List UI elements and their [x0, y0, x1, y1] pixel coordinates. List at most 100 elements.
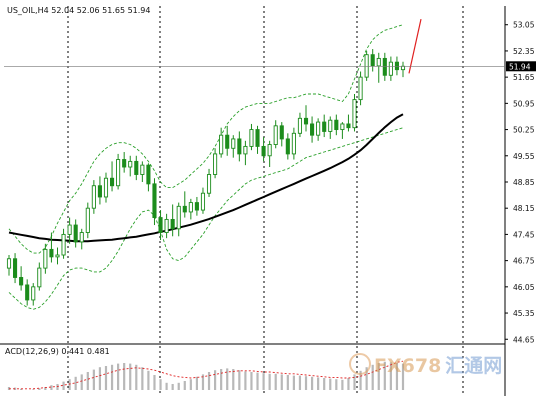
- candle-body: [316, 121, 321, 136]
- candle-body: [364, 54, 369, 78]
- candle: [188, 198, 193, 220]
- candle: [358, 71, 363, 106]
- candle-body: [346, 123, 351, 129]
- candle: [261, 137, 266, 162]
- tick-label: 48.85: [513, 178, 535, 187]
- candle: [376, 52, 381, 83]
- candle-body: [31, 286, 36, 301]
- candle: [164, 213, 169, 239]
- candle: [37, 262, 42, 291]
- candle-body: [67, 224, 72, 235]
- candle: [219, 127, 224, 158]
- tick-label: 44.65: [513, 335, 535, 344]
- candle: [31, 283, 36, 306]
- candle-body: [370, 54, 375, 67]
- candle-body: [328, 119, 333, 132]
- candle-body: [79, 232, 84, 243]
- candle-body: [213, 153, 218, 175]
- candle-body: [388, 61, 393, 76]
- candle-body: [400, 65, 406, 71]
- candle-body: [170, 218, 175, 230]
- candle: [200, 187, 206, 214]
- candle-body: [376, 57, 381, 67]
- candle-body: [152, 183, 157, 219]
- candle-body: [122, 159, 127, 168]
- candle-body: [291, 132, 296, 155]
- candle: [400, 61, 406, 78]
- candle: [103, 172, 109, 203]
- candle: [19, 266, 24, 291]
- candle-body: [273, 125, 278, 145]
- candle: [91, 180, 96, 214]
- watermark: FX678 汇通网: [349, 351, 502, 378]
- candle: [310, 116, 315, 143]
- candle: [6, 255, 12, 276]
- ohlc-values: 52.04 52.06 51.65 51.94: [51, 6, 151, 15]
- current-price-label: 51.94: [509, 62, 531, 71]
- candle-body: [25, 284, 30, 301]
- candle: [116, 153, 121, 190]
- candle-body: [279, 125, 284, 140]
- candle-body: [146, 164, 151, 185]
- envelope-bands: [8, 24, 404, 310]
- candle-body: [188, 202, 193, 213]
- candle: [43, 243, 48, 274]
- candle-body: [285, 138, 290, 155]
- candle: [291, 127, 296, 160]
- candle: [158, 210, 163, 241]
- candle-body: [297, 117, 303, 134]
- candle: [285, 133, 290, 160]
- current-price-box: [506, 61, 536, 72]
- candle: [388, 56, 393, 81]
- candle: [231, 135, 236, 158]
- candle: [297, 112, 303, 138]
- watermark-brand: FX678: [374, 355, 442, 377]
- candle-body: [6, 258, 12, 269]
- chart-grid: [0, 6, 506, 396]
- candle: [146, 163, 151, 192]
- candle: [194, 196, 199, 216]
- candle: [13, 253, 18, 284]
- candle: [109, 161, 115, 192]
- candle: [267, 140, 272, 168]
- tick-label: 48.15: [513, 204, 535, 213]
- candle-body: [382, 57, 387, 76]
- candle-body: [116, 159, 121, 187]
- candle: [213, 148, 218, 179]
- candle: [243, 140, 248, 166]
- candle: [249, 123, 254, 151]
- candle: [255, 125, 260, 154]
- candle: [328, 116, 333, 139]
- macd-signal-line: [9, 360, 404, 390]
- candle: [322, 114, 327, 138]
- candle: [334, 114, 339, 136]
- upper-band: [8, 24, 404, 254]
- price-axis: 53.05 52.35 51.65 50.95 50.25 49.55 48.85 48.15…: [4, 21, 536, 344]
- candle-body: [37, 267, 42, 288]
- candle: [279, 122, 284, 147]
- candle: [134, 155, 139, 181]
- candle-body: [206, 174, 212, 194]
- tick-label: 53.05: [513, 21, 535, 30]
- candle-body: [49, 248, 54, 258]
- candle: [346, 114, 351, 132]
- candle: [140, 161, 145, 182]
- tick-label: 49.55: [513, 152, 535, 161]
- tick-label: 50.25: [513, 126, 535, 135]
- symbol-header: US_OIL,H4 52.04 52.06 51.65 51.94: [7, 6, 151, 15]
- candle: [49, 232, 54, 263]
- watermark-logo-icon: [349, 353, 371, 375]
- arrow-line: [408, 18, 422, 74]
- watermark-cn: 汇通网: [445, 355, 503, 377]
- candle-body: [19, 277, 24, 286]
- lower-band: [8, 127, 404, 310]
- candle-body: [134, 160, 139, 175]
- candle: [67, 217, 72, 244]
- candle-body: [164, 218, 169, 233]
- candle: [79, 228, 84, 250]
- candle: [170, 204, 175, 237]
- candle: [303, 105, 309, 132]
- tick-label: 52.35: [513, 47, 535, 56]
- tick-label: 51.65: [513, 73, 535, 82]
- candle: [340, 122, 345, 139]
